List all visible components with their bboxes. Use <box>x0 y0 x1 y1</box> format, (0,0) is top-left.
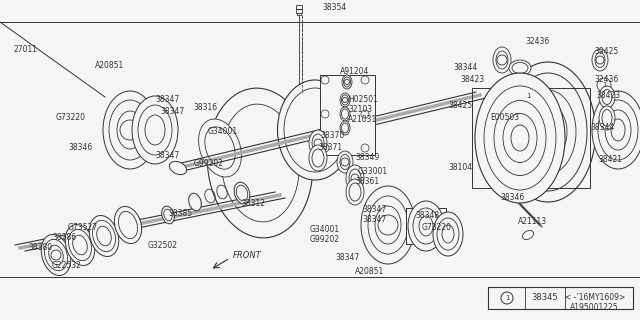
Text: 38347: 38347 <box>160 108 184 116</box>
Ellipse shape <box>592 49 608 71</box>
Text: 38316: 38316 <box>193 103 217 113</box>
Bar <box>406 208 446 244</box>
Ellipse shape <box>198 119 241 177</box>
Ellipse shape <box>162 206 174 224</box>
Text: 39425: 39425 <box>594 47 618 57</box>
Ellipse shape <box>475 73 565 203</box>
Ellipse shape <box>337 151 353 173</box>
Ellipse shape <box>309 145 327 171</box>
Text: 38349: 38349 <box>355 154 380 163</box>
Text: FRONT: FRONT <box>233 252 262 260</box>
Text: 38312: 38312 <box>241 199 265 209</box>
Ellipse shape <box>522 230 534 240</box>
Ellipse shape <box>309 130 327 156</box>
Bar <box>488 287 633 309</box>
Ellipse shape <box>346 179 364 205</box>
Text: G99202: G99202 <box>194 158 224 167</box>
Ellipse shape <box>493 47 511 73</box>
Ellipse shape <box>361 186 415 264</box>
Ellipse shape <box>170 161 186 175</box>
Text: 38354: 38354 <box>322 4 346 12</box>
Text: 38385: 38385 <box>168 209 192 218</box>
Ellipse shape <box>234 182 250 204</box>
Text: 38347: 38347 <box>362 215 387 225</box>
Text: 38386: 38386 <box>52 234 76 243</box>
Ellipse shape <box>132 96 178 164</box>
Text: G99202: G99202 <box>310 236 340 244</box>
Text: 32436: 32436 <box>525 37 549 46</box>
Text: 38344: 38344 <box>453 63 477 73</box>
Ellipse shape <box>599 106 615 130</box>
Text: 38347: 38347 <box>335 253 359 262</box>
Text: A21113: A21113 <box>518 218 547 227</box>
Ellipse shape <box>592 91 640 169</box>
Text: 38346: 38346 <box>68 143 92 153</box>
Bar <box>296 5 302 9</box>
Text: 1: 1 <box>525 93 531 99</box>
Text: 1: 1 <box>505 295 509 301</box>
Bar <box>320 75 375 155</box>
Text: G34001: G34001 <box>208 127 238 137</box>
Ellipse shape <box>207 88 313 238</box>
Text: 38423: 38423 <box>460 76 484 84</box>
Ellipse shape <box>115 206 141 244</box>
Ellipse shape <box>189 193 202 211</box>
Text: G73527: G73527 <box>68 223 98 233</box>
Text: 38347: 38347 <box>155 150 179 159</box>
Text: G33001: G33001 <box>358 167 388 177</box>
Ellipse shape <box>408 201 444 251</box>
Ellipse shape <box>342 75 352 89</box>
Text: H02501: H02501 <box>348 95 378 105</box>
Text: 32103: 32103 <box>348 106 372 115</box>
Text: A195001225: A195001225 <box>570 303 619 313</box>
Text: G32502: G32502 <box>148 241 178 250</box>
Text: 38104: 38104 <box>448 164 472 172</box>
Text: G73220: G73220 <box>422 223 452 233</box>
Text: A20851: A20851 <box>355 268 384 276</box>
Text: 38347: 38347 <box>362 205 387 214</box>
Text: 38421: 38421 <box>598 156 622 164</box>
Text: 38425: 38425 <box>448 101 472 110</box>
Ellipse shape <box>500 62 595 202</box>
Ellipse shape <box>484 94 504 122</box>
Text: 38346: 38346 <box>500 194 524 203</box>
Text: 38347: 38347 <box>155 95 179 105</box>
Text: 38345: 38345 <box>532 293 558 302</box>
Bar <box>472 88 590 188</box>
Ellipse shape <box>509 60 531 76</box>
Ellipse shape <box>346 165 364 191</box>
Text: A91204: A91204 <box>340 68 369 76</box>
Text: 1: 1 <box>602 82 606 88</box>
Ellipse shape <box>599 86 615 108</box>
Text: 38361: 38361 <box>355 178 379 187</box>
Ellipse shape <box>340 93 350 107</box>
Text: < -’16MY1609>: < -’16MY1609> <box>565 293 625 302</box>
Bar <box>296 9 302 13</box>
Ellipse shape <box>89 215 119 257</box>
Ellipse shape <box>278 80 353 180</box>
Ellipse shape <box>340 121 350 135</box>
Text: A21031: A21031 <box>348 116 377 124</box>
Ellipse shape <box>41 235 71 276</box>
Ellipse shape <box>340 107 350 121</box>
Ellipse shape <box>433 212 463 256</box>
Text: 38380: 38380 <box>28 244 52 252</box>
Text: 38371: 38371 <box>318 143 342 153</box>
Text: E00503: E00503 <box>490 114 519 123</box>
Text: G22532: G22532 <box>52 260 82 269</box>
Ellipse shape <box>65 225 95 266</box>
Text: 38423: 38423 <box>596 91 620 100</box>
Text: 38344: 38344 <box>590 124 614 132</box>
Text: 38370: 38370 <box>320 131 344 140</box>
Text: G73220: G73220 <box>56 114 86 123</box>
Text: G34001: G34001 <box>310 226 340 235</box>
Bar <box>297 13 301 15</box>
Text: 27011: 27011 <box>14 45 38 54</box>
Ellipse shape <box>103 91 157 169</box>
Text: 32436: 32436 <box>594 76 618 84</box>
Text: A20851: A20851 <box>95 60 124 69</box>
Text: 38348: 38348 <box>415 211 439 220</box>
